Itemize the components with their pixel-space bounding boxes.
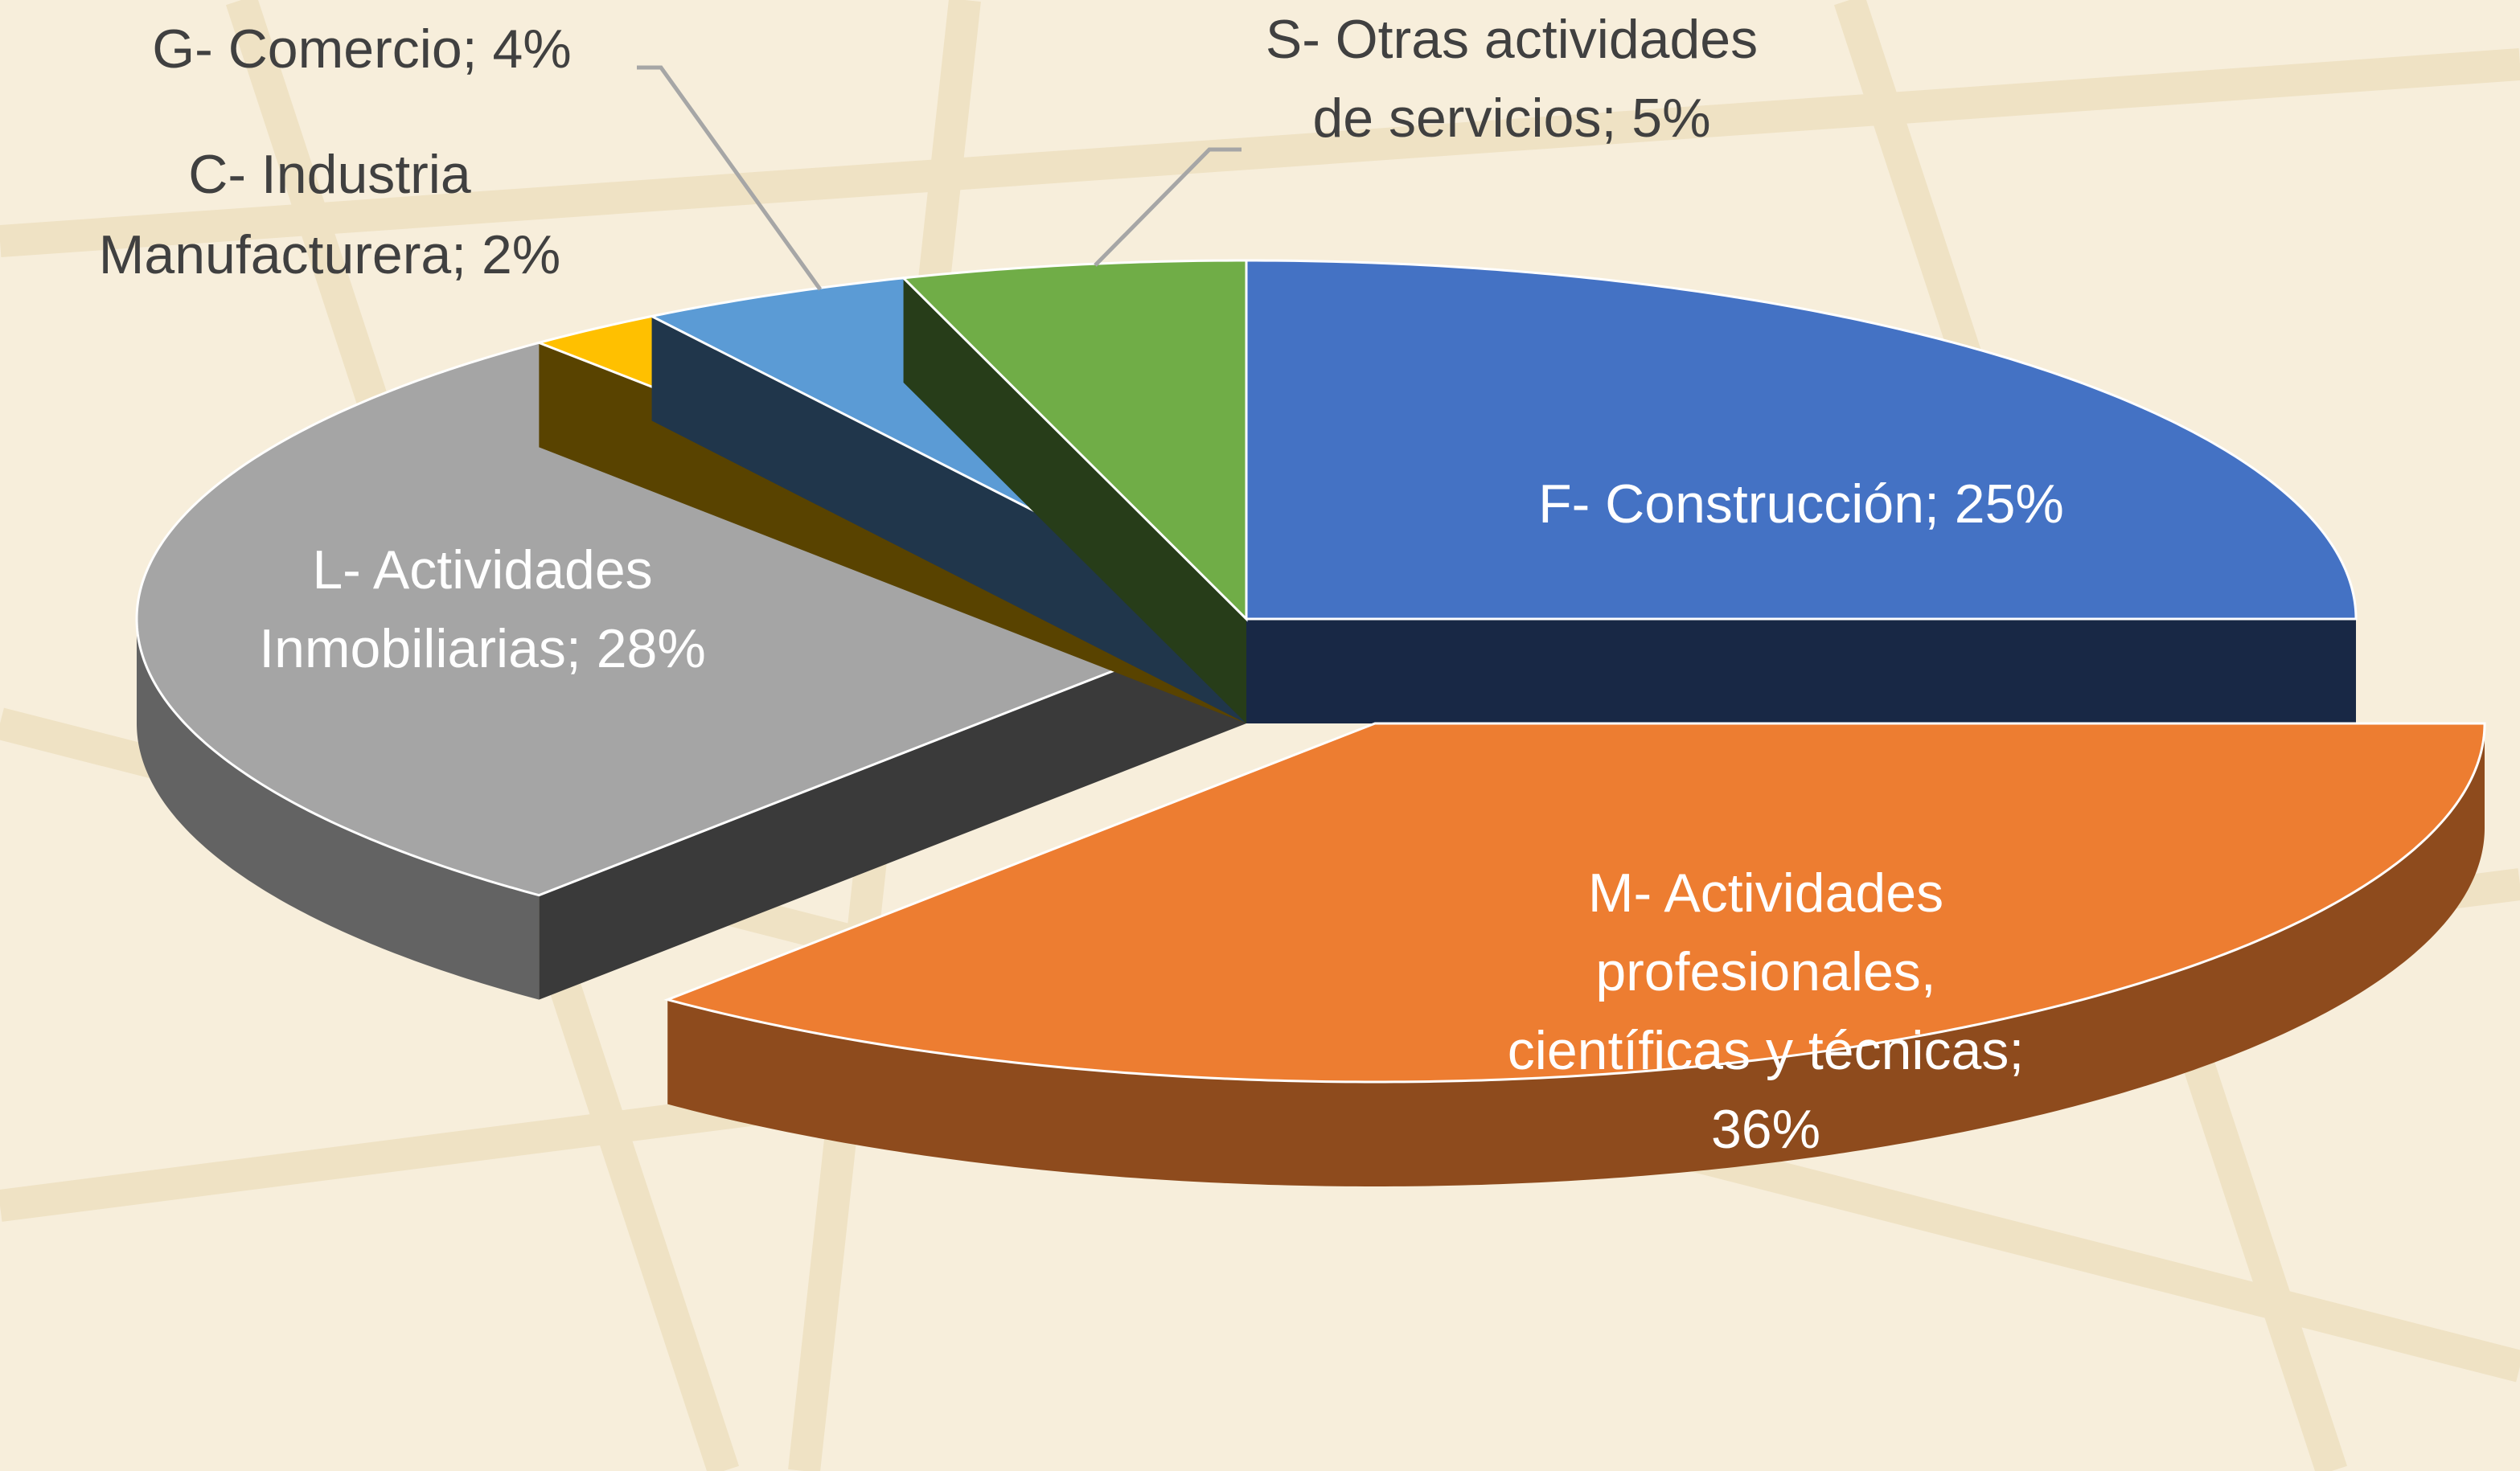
data-label: F- Construcción; 25% xyxy=(1538,473,2064,535)
leader-line xyxy=(1094,147,1242,267)
slice xyxy=(1245,259,2358,621)
data-label: de servicios; 5% xyxy=(1312,88,1710,149)
data-label: S- Otras actividades xyxy=(1266,9,1758,70)
slice-side xyxy=(651,316,1246,723)
data-label: C- Industria xyxy=(188,144,471,205)
data-label: G- Comercio; 4% xyxy=(152,18,571,80)
slice-side xyxy=(1246,619,2356,723)
data-label: Manufacturera; 2% xyxy=(99,224,561,285)
slice xyxy=(663,722,2486,1084)
data-label: 36% xyxy=(1711,1099,1820,1160)
slice-wall xyxy=(667,723,2485,1186)
data-label: científicas y técnicas; xyxy=(1508,1020,2024,1081)
slice-wall xyxy=(137,619,540,1000)
slice xyxy=(135,341,1250,897)
slice-side xyxy=(903,277,1246,723)
leader-line xyxy=(637,65,823,291)
slice-side xyxy=(539,619,1246,1000)
data-label: M- Actividades xyxy=(1588,863,1943,924)
data-label: Inmobiliarias; 28% xyxy=(259,618,706,679)
data-label: profesionales, xyxy=(1595,941,1935,1002)
slice xyxy=(901,259,1248,622)
data-label: L- Actividades xyxy=(312,539,652,600)
